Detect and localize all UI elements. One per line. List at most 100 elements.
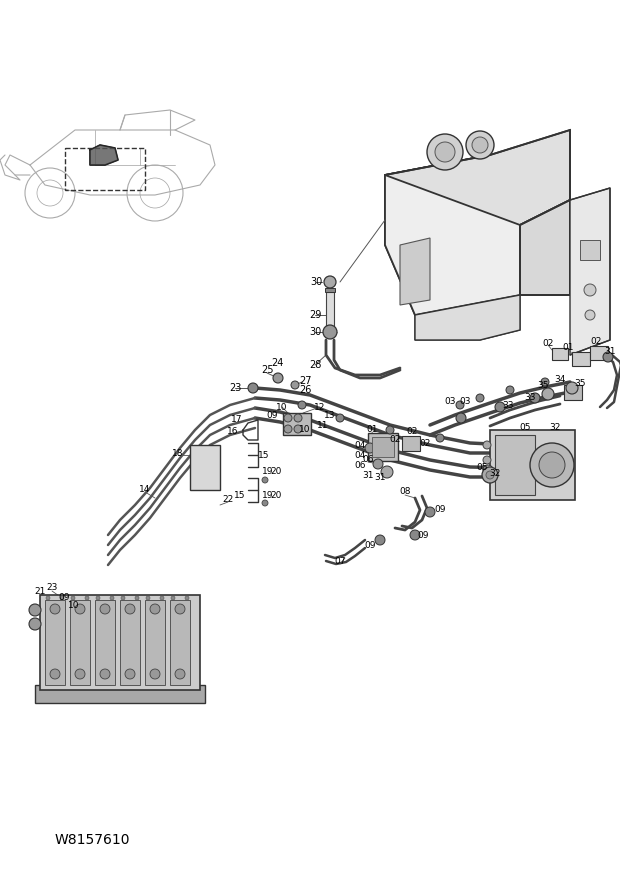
Circle shape <box>160 596 164 600</box>
Text: 02: 02 <box>542 339 554 347</box>
Circle shape <box>75 669 85 679</box>
Text: 21: 21 <box>34 587 46 595</box>
Bar <box>572 352 590 366</box>
Circle shape <box>110 596 114 600</box>
Circle shape <box>539 452 565 478</box>
Text: 16: 16 <box>228 428 239 436</box>
Bar <box>170 600 190 685</box>
Circle shape <box>262 477 268 483</box>
Circle shape <box>291 381 299 389</box>
Circle shape <box>324 276 336 288</box>
Text: 33: 33 <box>502 401 514 409</box>
Circle shape <box>85 596 89 600</box>
Text: 09: 09 <box>58 593 69 601</box>
Bar <box>120 600 140 685</box>
Polygon shape <box>570 188 610 355</box>
Circle shape <box>483 465 493 475</box>
Circle shape <box>50 604 60 614</box>
Circle shape <box>96 596 100 600</box>
Circle shape <box>150 604 160 614</box>
Text: 06: 06 <box>362 456 374 464</box>
Circle shape <box>273 373 283 383</box>
Text: 15: 15 <box>234 491 246 499</box>
Circle shape <box>248 383 258 393</box>
Circle shape <box>584 284 596 296</box>
Circle shape <box>71 596 75 600</box>
Text: 32: 32 <box>489 469 501 478</box>
Circle shape <box>29 618 41 630</box>
Text: 23: 23 <box>46 583 58 593</box>
Bar <box>283 413 311 435</box>
Circle shape <box>175 604 185 614</box>
Circle shape <box>495 402 505 412</box>
Text: 33: 33 <box>525 394 536 402</box>
Circle shape <box>482 467 498 483</box>
Text: 02: 02 <box>406 427 418 436</box>
Circle shape <box>456 401 464 409</box>
Text: 05: 05 <box>520 423 531 431</box>
Text: 30: 30 <box>309 327 321 337</box>
Text: 07: 07 <box>334 558 346 567</box>
Bar <box>552 348 568 360</box>
Circle shape <box>46 596 50 600</box>
Circle shape <box>483 456 491 464</box>
Text: 03: 03 <box>459 397 471 407</box>
Circle shape <box>121 596 125 600</box>
Circle shape <box>530 443 574 487</box>
Text: 19: 19 <box>262 491 274 500</box>
Circle shape <box>284 425 292 433</box>
Text: 25: 25 <box>261 365 273 375</box>
Text: 26: 26 <box>299 385 311 395</box>
Text: 09: 09 <box>434 505 446 514</box>
Text: 02: 02 <box>590 338 601 347</box>
Text: 11: 11 <box>317 421 329 430</box>
Polygon shape <box>520 200 570 295</box>
Circle shape <box>483 471 491 479</box>
Text: 17: 17 <box>231 416 243 424</box>
Text: 35: 35 <box>574 379 586 388</box>
Text: 01: 01 <box>562 343 574 353</box>
Text: 30: 30 <box>310 277 322 287</box>
Circle shape <box>150 669 160 679</box>
Bar <box>70 600 90 685</box>
Circle shape <box>425 507 435 517</box>
Circle shape <box>542 388 554 400</box>
Circle shape <box>365 443 375 453</box>
Text: 24: 24 <box>271 358 283 368</box>
Bar <box>326 292 334 330</box>
Circle shape <box>483 441 491 449</box>
Text: 09: 09 <box>365 540 376 549</box>
Text: 29: 29 <box>309 310 321 320</box>
Text: 10: 10 <box>68 601 80 609</box>
Circle shape <box>294 414 302 422</box>
Circle shape <box>262 500 268 506</box>
Text: 31: 31 <box>362 471 374 480</box>
Text: 04: 04 <box>354 441 366 450</box>
Polygon shape <box>385 130 570 225</box>
Text: 32: 32 <box>549 423 560 431</box>
Bar <box>325 288 335 292</box>
Bar <box>65 148 145 190</box>
Bar <box>580 240 600 260</box>
Circle shape <box>381 466 393 478</box>
Bar <box>490 430 575 500</box>
Circle shape <box>472 137 488 153</box>
Circle shape <box>375 535 385 545</box>
Text: 09: 09 <box>266 410 278 420</box>
Polygon shape <box>90 145 118 165</box>
Bar <box>45 600 65 685</box>
Text: 19: 19 <box>262 468 274 477</box>
Text: 34: 34 <box>554 375 565 384</box>
Circle shape <box>603 352 613 362</box>
Circle shape <box>530 393 540 403</box>
Circle shape <box>323 325 337 339</box>
Circle shape <box>294 425 302 433</box>
Circle shape <box>466 131 494 159</box>
Text: 22: 22 <box>223 496 234 505</box>
Circle shape <box>50 669 60 679</box>
Circle shape <box>386 426 394 434</box>
Circle shape <box>171 596 175 600</box>
Polygon shape <box>385 155 520 315</box>
Circle shape <box>29 604 41 616</box>
Circle shape <box>427 134 463 170</box>
